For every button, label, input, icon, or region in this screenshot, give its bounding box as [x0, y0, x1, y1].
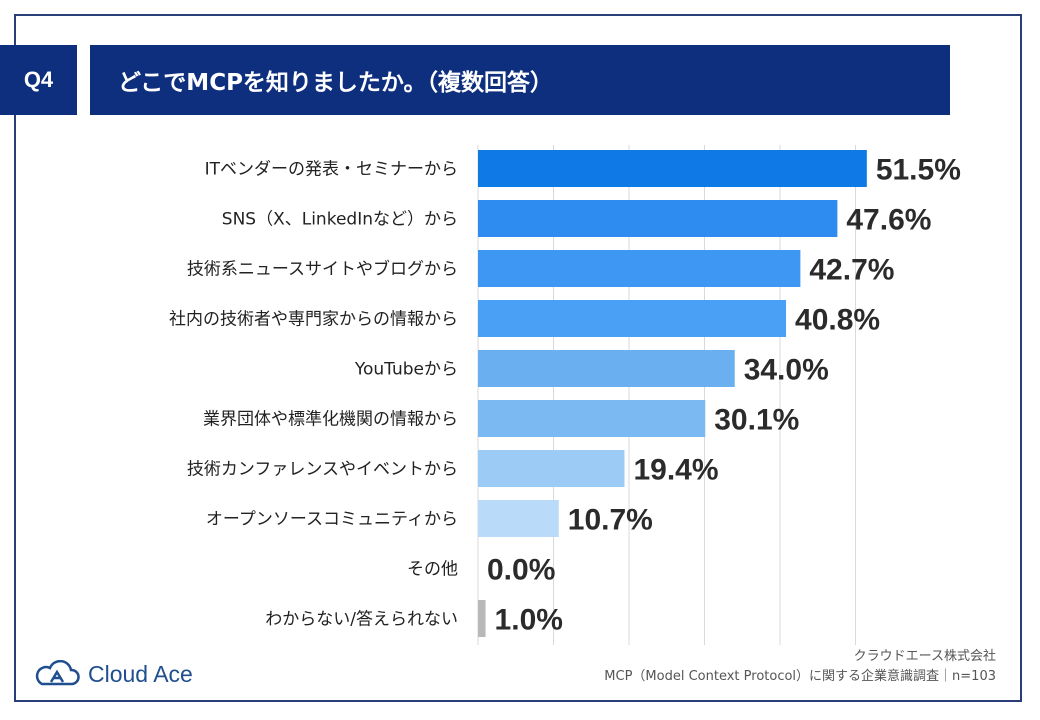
bar [478, 600, 486, 637]
value-label: 1.0% [495, 604, 563, 637]
bar [478, 450, 625, 487]
value-label: 34.0% [744, 354, 829, 387]
cloud-ace-logo: Cloud Ace [34, 660, 193, 688]
category-label: ITベンダーの発表・セミナーから [205, 160, 458, 180]
logo-text: Cloud Ace [88, 660, 193, 687]
value-label: 51.5% [876, 154, 961, 187]
bar [478, 250, 801, 287]
category-label: 社内の技術者や専門家からの情報から [169, 310, 458, 330]
question-badge: Q4 [0, 45, 77, 115]
value-label: 0.0% [487, 554, 555, 587]
value-label: 40.8% [795, 304, 880, 337]
question-title-text: どこでMCPを知りましたか。（複数回答） [118, 70, 553, 96]
bar [478, 150, 867, 187]
source-survey: MCP（Model Context Protocol）に関する企業意識調査｜n=… [604, 669, 996, 684]
bar [478, 350, 735, 387]
value-label: 30.1% [714, 404, 799, 437]
bar [478, 500, 559, 537]
value-label: 10.7% [568, 504, 653, 537]
question-title: どこでMCPを知りましたか。（複数回答） [90, 45, 950, 115]
category-label: 業界団体や標準化機関の情報から [203, 410, 458, 430]
value-label: 42.7% [809, 254, 894, 287]
category-label: わからない/答えられない [265, 610, 458, 630]
category-label: オープンソースコミュニティから [206, 510, 458, 530]
category-label: 技術系ニュースサイトやブログから [187, 259, 458, 280]
value-label: 19.4% [633, 454, 718, 487]
source-company: クラウドエース株式会社 [853, 649, 996, 664]
bar [478, 300, 787, 337]
category-label: YouTubeから [354, 360, 458, 380]
category-label: その他 [407, 560, 458, 580]
category-label: SNS（X、LinkedInなど）から [222, 210, 458, 230]
value-label: 47.6% [846, 204, 931, 237]
bar [478, 400, 706, 437]
chart-frame [14, 14, 1022, 702]
category-label: 技術カンファレンスやイベントから [187, 460, 458, 480]
cloud-icon [35, 660, 80, 686]
bar [478, 200, 838, 237]
